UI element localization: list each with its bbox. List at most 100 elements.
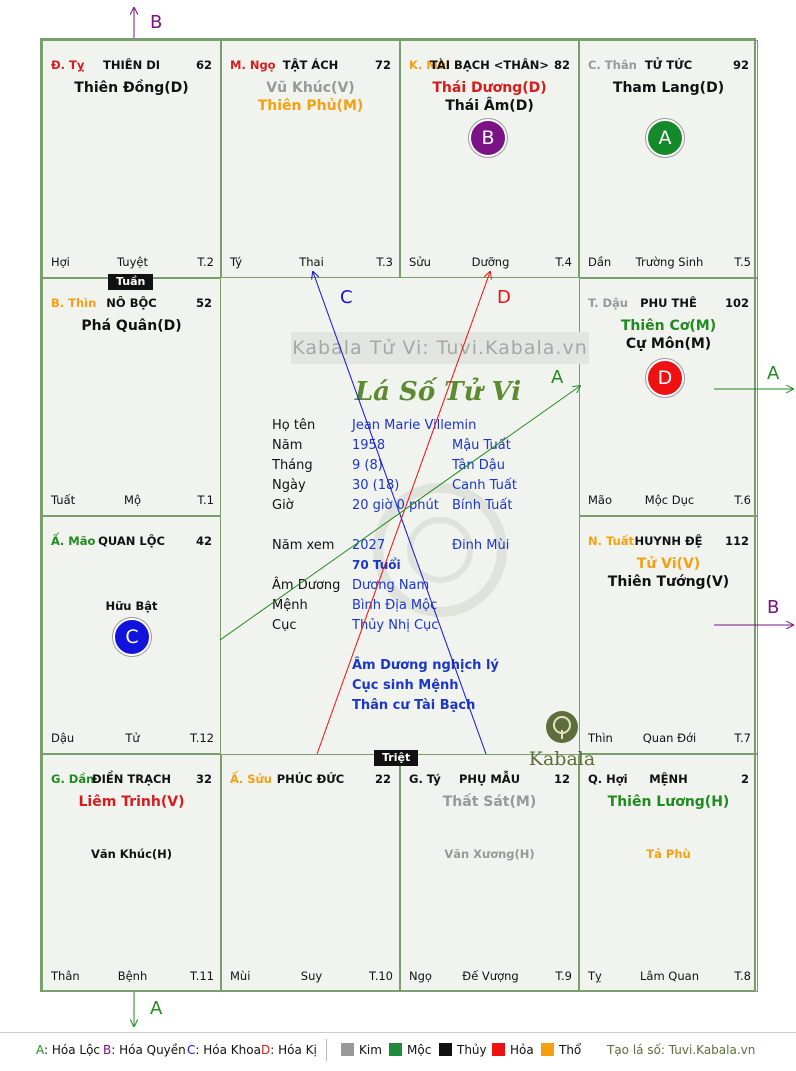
major-star: Thiên Phủ(M) xyxy=(257,98,364,114)
palace-term: T.7 xyxy=(734,731,751,745)
palace-age: 22 xyxy=(374,772,391,786)
major-stars: Thiên Cơ(M) Cự Môn(M) xyxy=(580,317,757,353)
palace-cell[interactable]: M. Ngọ TẬT ÁCH 72 Vũ Khúc(V) Thiên Phủ(M) Tý T… xyxy=(221,40,400,278)
info-value: 30 (18) xyxy=(352,478,400,493)
info-value: 2027 xyxy=(352,538,386,553)
palace-name: NÔ BỘC xyxy=(106,296,157,310)
palace-header: B. Thìn NÔ BỘC 52 xyxy=(51,296,212,312)
palace-header: Đ. Tỵ THIÊN DI 62 xyxy=(51,58,212,74)
palace-branch: Mão xyxy=(588,493,613,507)
palace-stage: Tử xyxy=(125,731,140,745)
info-label: Năm xyxy=(272,438,303,453)
hoa-ki-line xyxy=(316,272,490,755)
palace-can: B. Thìn xyxy=(51,296,97,310)
palace-cell[interactable]: T. Dậu PHU THÊ 102 Thiên Cơ(M) Cự Môn(M) Mão M… xyxy=(579,278,758,516)
major-stars: Vũ Khúc(V) Thiên Phủ(M) xyxy=(222,79,399,115)
palace-cell[interactable]: Ấ. Sửu PHÚC ĐỨC 22 Mùi Suy T.10 xyxy=(221,754,400,992)
palace-stage: Mộ xyxy=(124,493,141,507)
major-star: Thái Dương(D) xyxy=(432,80,547,96)
palace-cell[interactable]: G. Tý PHỤ MẪU 12 Thất Sát(M) Văn Xương(H) Ngọ… xyxy=(400,754,579,992)
major-star: Thiên Lương(H) xyxy=(607,794,730,810)
site-link[interactable]: Tạo lá số: Tuvi.Kabala.vn xyxy=(607,1043,756,1057)
palace-header: K. Mùi TÀI BẠCH <THÂN> 82 xyxy=(409,58,570,74)
palace-term: T.11 xyxy=(190,969,214,983)
label-b-right: B xyxy=(767,597,780,618)
info-label: Giờ xyxy=(272,498,294,513)
palace-cell[interactable]: C. Thân TỬ TỨC 92 Tham Lang(D) Dần Trường Sin… xyxy=(579,40,758,278)
palace-can: Ấ. Mão xyxy=(51,534,96,548)
info-value: Dương Nam xyxy=(352,578,430,593)
palace-age: 72 xyxy=(374,58,391,72)
legend-moc: Mộc xyxy=(389,1043,431,1057)
palace-branch: Thìn xyxy=(588,731,613,745)
label-a-mid: A xyxy=(551,367,564,388)
palace-can: Q. Hợi xyxy=(588,772,628,786)
tuvi-chart: Đ. Tỵ THIÊN DI 62 Thiên Đồng(D) Hợi Tuyệt T.2 M… xyxy=(40,38,758,992)
palace-term: T.1 xyxy=(197,493,214,507)
palace-header: G. Dần ĐIỀN TRẠCH 32 xyxy=(51,772,212,788)
info-can-chi: Mậu Tuất xyxy=(452,438,511,453)
palace-age: 12 xyxy=(553,772,570,786)
legend-tho: Thổ xyxy=(541,1043,581,1057)
major-star: Thiên Đồng(D) xyxy=(74,80,189,96)
palace-branch: Hợi xyxy=(51,255,70,269)
palace-cell[interactable]: B. Thìn NÔ BỘC 52 Phá Quân(D) Tuất Mộ T.1 xyxy=(42,278,221,516)
palace-stage: Quan Đới xyxy=(642,731,697,745)
legend-item-hoa-loc: A: Hóa Lộc xyxy=(36,1043,101,1057)
palace-name: QUAN LỘC xyxy=(98,534,165,548)
major-stars: Thiên Lương(H) xyxy=(580,793,757,811)
info-label: Cục xyxy=(272,618,297,633)
palace-cell[interactable]: N. Tuất HUYNH ĐỆ 112 Tử Vi(V) Thiên Tướng(V)… xyxy=(579,516,758,754)
palace-can: M. Ngọ xyxy=(230,58,276,72)
info-can-chi: Đinh Mùi xyxy=(452,538,510,553)
major-stars: Thiên Đồng(D) xyxy=(43,79,220,97)
palace-name: PHU THÊ xyxy=(640,296,697,310)
major-star: Thiên Cơ(M) xyxy=(620,318,717,334)
palace-stage: Tuyệt xyxy=(117,255,148,269)
palace-branch: Ngọ xyxy=(409,969,432,983)
minor-star: Văn Xương(H) xyxy=(444,847,535,861)
palace-footer: Tỵ Lâm Quan T.8 xyxy=(588,969,751,983)
info-value: 9 (8) xyxy=(352,458,383,473)
info-value: 70 Tuổi xyxy=(352,558,401,572)
minor-star: Hữu Bật xyxy=(105,599,158,613)
major-star: Tham Lang(D) xyxy=(612,80,725,96)
palace-can: Ấ. Sửu xyxy=(230,772,272,786)
palace-name: MỆNH xyxy=(649,772,688,786)
palace-branch: Mùi xyxy=(230,969,251,983)
info-label: Mệnh xyxy=(272,598,308,613)
palace-name: TỬ TỨC xyxy=(644,58,693,72)
palace-header: Ấ. Sửu PHÚC ĐỨC 22 xyxy=(230,772,391,788)
legend: A: Hóa Lộc B: Hóa Quyền C: Hóa Khoa D: H… xyxy=(0,1032,796,1071)
major-stars: Tử Vi(V) Thiên Tướng(V) xyxy=(580,555,757,591)
palace-age: 82 xyxy=(553,58,570,72)
palace-branch: Thân xyxy=(51,969,80,983)
palace-footer: Tuất Mộ T.1 xyxy=(51,493,214,507)
palace-name: TẬT ÁCH xyxy=(282,58,339,72)
palace-footer: Dậu Tử T.12 xyxy=(51,731,214,745)
palace-cell[interactable]: K. Mùi TÀI BẠCH <THÂN> 82 Thái Dương(D) Thái… xyxy=(400,40,579,278)
legend-hoa: Hỏa xyxy=(492,1043,534,1057)
palace-can: K. Mùi xyxy=(409,58,450,72)
palace-branch: Dậu xyxy=(51,731,75,745)
chart-title: Lá Số Tử Vi xyxy=(354,377,522,407)
palace-age: 112 xyxy=(724,534,749,548)
palace-name: PHỤ MẪU xyxy=(458,772,521,786)
info-value: Thủy Nhị Cục xyxy=(352,618,439,633)
info-can-chi: Tân Dậu xyxy=(452,458,505,473)
palace-term: T.4 xyxy=(555,255,572,269)
palace-stage: Suy xyxy=(300,969,323,983)
palace-term: T.9 xyxy=(555,969,572,983)
label-d: D xyxy=(497,287,511,308)
palace-cell[interactable]: Ấ. Mão QUAN LỘC 42 Hữu Bật Dậu Tử T.12 xyxy=(42,516,221,754)
palace-age: 32 xyxy=(195,772,212,786)
label-a-right: A xyxy=(767,363,780,384)
palace-cell[interactable]: Q. Hợi MỆNH 2 Thiên Lương(H) Tả Phù Tỵ Lâm Qua… xyxy=(579,754,758,992)
palace-term: T.2 xyxy=(197,255,214,269)
major-star: Thất Sát(M) xyxy=(442,794,537,810)
palace-footer: Mùi Suy T.10 xyxy=(230,969,393,983)
major-star: Thái Âm(D) xyxy=(445,98,534,114)
palace-term: T.12 xyxy=(190,731,214,745)
palace-cell[interactable]: G. Dần ĐIỀN TRẠCH 32 Liêm Trinh(V) Văn Khúc(… xyxy=(42,754,221,992)
palace-name: THIÊN DI xyxy=(102,58,161,72)
